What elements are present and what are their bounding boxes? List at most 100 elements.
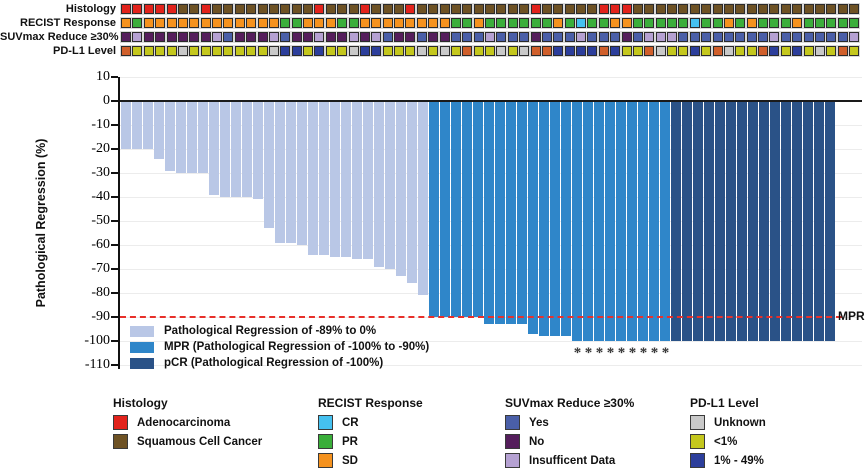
annotation-square — [382, 32, 393, 42]
annotation-square — [507, 18, 518, 28]
y-tick-label: 10 — [96, 69, 110, 84]
y-tickmark — [111, 76, 118, 78]
annotation-square — [803, 32, 814, 42]
annotation-square — [610, 46, 621, 56]
annotation-square — [689, 32, 700, 42]
waterfall-bar — [748, 101, 758, 341]
waterfall-bar — [572, 101, 582, 341]
annotation-square — [541, 4, 552, 14]
annotation-square — [837, 32, 848, 42]
annotation-square — [541, 18, 552, 28]
annotation-square — [826, 46, 837, 56]
plot-legend-row: pCR (Pathological Regression of -100%) — [130, 355, 429, 371]
annotation-track-row: RECIST Response — [0, 16, 865, 30]
waterfall-bar — [671, 101, 681, 341]
annotation-square — [792, 18, 803, 28]
annotation-square — [723, 46, 734, 56]
legend-label: Yes — [529, 416, 549, 429]
legend-item: No — [505, 434, 634, 449]
track-label: RECIST Response — [20, 17, 116, 29]
annotation-square — [280, 18, 291, 28]
y-tick-label: -80 — [91, 285, 110, 300]
legend-swatch — [113, 434, 128, 449]
annotation-square — [746, 18, 757, 28]
annotation-square — [598, 18, 609, 28]
y-tickmark — [111, 172, 118, 174]
annotation-square — [200, 32, 211, 42]
annotation-tracks: Histology RECIST Response SUVmax Reduce ≥3… — [0, 2, 865, 58]
waterfall-bar — [198, 101, 208, 173]
waterfall-bar — [275, 101, 285, 243]
annotation-square — [541, 32, 552, 42]
annotation-square — [212, 4, 222, 14]
annotation-square — [428, 46, 439, 56]
annotation-square — [826, 4, 837, 14]
annotation-square — [291, 46, 302, 56]
annotation-square — [314, 18, 325, 28]
waterfall-bar — [594, 101, 604, 341]
annotation-square — [223, 4, 234, 14]
waterfall-bar — [726, 101, 736, 341]
annotation-square — [325, 46, 336, 56]
waterfall-bar — [297, 101, 307, 245]
legend-swatch — [113, 415, 128, 430]
annotation-square — [814, 4, 825, 14]
annotation-square — [530, 18, 541, 28]
annotation-square — [849, 18, 859, 28]
annotation-track-row: SUVmax Reduce ≥30% — [0, 30, 865, 44]
zero-baseline — [120, 100, 862, 102]
legend-group-title: SUVmax Reduce ≥30% — [505, 396, 635, 410]
legend-label: Insufficent Data — [529, 454, 616, 467]
asterisk-marker: * — [573, 345, 582, 361]
annotation-square — [462, 46, 473, 56]
waterfall-bar — [605, 101, 615, 341]
annotation-square — [610, 32, 621, 42]
annotation-square — [234, 18, 245, 28]
annotation-square — [405, 4, 416, 14]
annotation-square — [428, 18, 439, 28]
y-tickmark — [111, 316, 118, 318]
annotation-square — [632, 32, 643, 42]
legend-label: Squamous Cell Cancer — [137, 435, 263, 448]
annotation-square — [621, 32, 632, 42]
annotation-square — [268, 32, 279, 42]
annotation-square — [746, 46, 757, 56]
annotation-square — [450, 18, 461, 28]
annotation-square — [564, 32, 575, 42]
annotation-square — [598, 46, 609, 56]
annotation-square — [712, 4, 723, 14]
asterisk-marker: * — [661, 345, 670, 361]
legend-label: pCR (Pathological Regression of -100%) — [164, 357, 384, 369]
annotation-square — [155, 4, 166, 14]
annotation-square — [177, 46, 188, 56]
annotation-square — [337, 32, 348, 42]
y-tick-label: -40 — [91, 189, 110, 204]
annotation-square — [814, 32, 825, 42]
legend-swatch — [318, 453, 333, 468]
waterfall-bar — [363, 101, 373, 260]
waterfall-bar — [308, 101, 318, 255]
gridline — [120, 365, 862, 366]
annotation-square — [439, 32, 450, 42]
annotation-square — [405, 46, 416, 56]
legend-item: SD — [318, 453, 423, 468]
annotation-square — [746, 4, 757, 14]
annotation-square — [758, 18, 768, 28]
track-label: PD-L1 Level — [53, 45, 116, 57]
waterfall-bar — [759, 101, 769, 341]
waterfall-bar — [473, 101, 483, 317]
plot-legend-row: MPR (Pathological Regression of -100% to… — [130, 339, 429, 355]
annotation-square — [246, 46, 257, 56]
waterfall-bar — [627, 101, 637, 341]
annotation-square — [485, 18, 495, 28]
annotation-square — [303, 4, 313, 14]
asterisk-marker: * — [584, 345, 593, 361]
annotation-square — [132, 18, 143, 28]
annotation-square — [303, 32, 313, 42]
annotation-square — [325, 32, 336, 42]
annotation-square — [121, 46, 131, 56]
annotation-square — [644, 46, 655, 56]
legend-group: Histology Adenocarcinoma Squamous Cell Can… — [113, 396, 262, 453]
annotation-square — [519, 18, 530, 28]
legend-swatch — [505, 453, 520, 468]
